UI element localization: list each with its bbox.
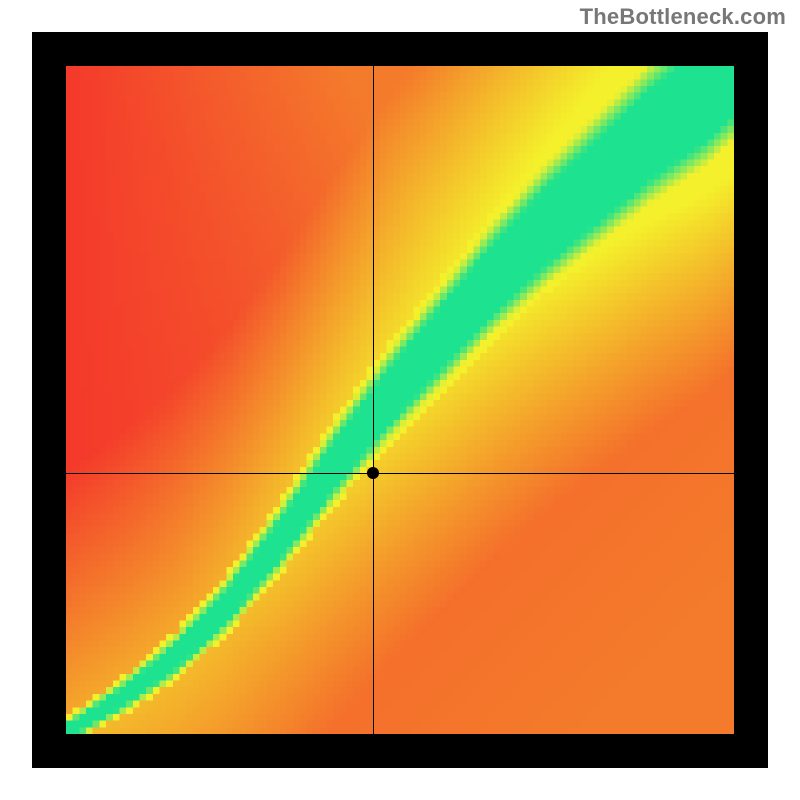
chart-container: TheBottleneck.com [0, 0, 800, 800]
crosshair-horizontal [66, 473, 734, 474]
watermark-text: TheBottleneck.com [580, 4, 786, 30]
crosshair-vertical [373, 66, 374, 734]
bottleneck-heatmap [66, 66, 734, 734]
